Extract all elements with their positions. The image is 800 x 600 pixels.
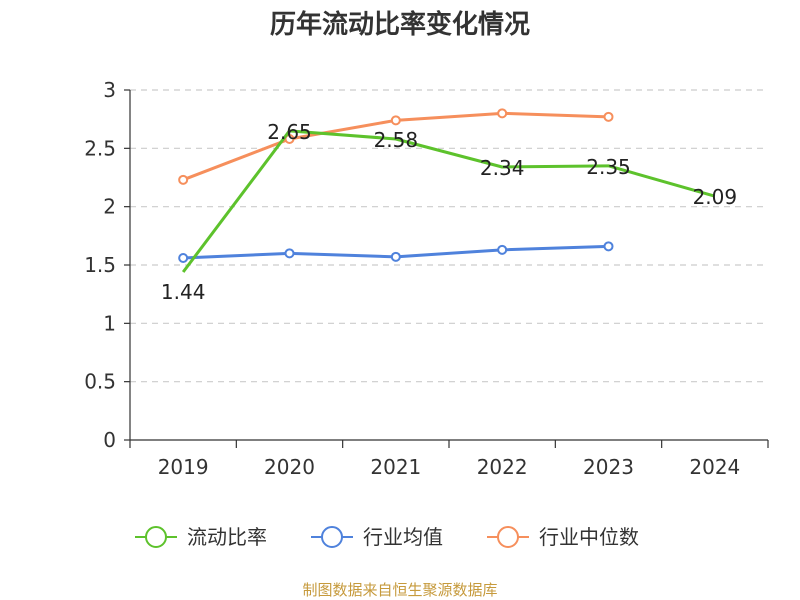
data-point[interactable] <box>178 253 189 263</box>
data-point[interactable] <box>497 244 508 255</box>
grid <box>130 89 768 383</box>
x-tick-label: 2024 <box>689 455 740 479</box>
legend-label: 流动比率 <box>187 525 267 549</box>
legend-marker <box>497 526 519 548</box>
x-tick-label: 2019 <box>158 455 209 479</box>
y-tick-label: 2 <box>103 195 116 219</box>
data-point[interactable] <box>390 115 401 126</box>
data-label: 2.34 <box>480 156 525 180</box>
y-tick-label: 1.5 <box>84 253 116 277</box>
y-tick-label: 0.5 <box>84 370 116 394</box>
chart-title: 历年流动比率变化情况 <box>270 9 530 40</box>
x-tick-label: 2022 <box>477 455 528 479</box>
data-label: 1.44 <box>161 280 206 304</box>
legend-item[interactable]: 行业均值 <box>311 525 443 549</box>
legend-item[interactable]: 行业中位数 <box>487 525 639 549</box>
legend[interactable]: 流动比率 行业均值 行业中位数 <box>135 525 639 549</box>
data-point[interactable] <box>284 134 295 144</box>
data-point[interactable] <box>390 251 401 262</box>
legend-item[interactable]: 流动比率 <box>135 525 267 549</box>
x-tick-label: 2020 <box>264 455 315 479</box>
y-tick-label: 3 <box>103 78 116 102</box>
y-tick-label: 2.5 <box>84 136 116 160</box>
data-labels: 1.44 2.65 2.58 2.34 2.35 2.09 <box>161 120 737 304</box>
y-tick-label: 0 <box>103 428 116 452</box>
data-point[interactable] <box>178 174 189 185</box>
x-tick-label: 2023 <box>583 455 634 479</box>
data-label: 2.09 <box>693 185 738 209</box>
data-point[interactable] <box>603 111 614 122</box>
series-group <box>178 108 716 273</box>
axes: 0 0.5 1 1.5 2 2.5 3 2019 2020 2021 2022 2023 2024 <box>84 78 769 479</box>
legend-label: 行业均值 <box>363 525 443 549</box>
series-line <box>181 129 716 273</box>
source-note: 制图数据来自恒生聚源数据库 <box>302 581 497 599</box>
data-label: 2.35 <box>586 155 631 179</box>
data-point[interactable] <box>284 248 295 259</box>
legend-label: 行业中位数 <box>539 525 639 549</box>
data-point[interactable] <box>603 241 614 252</box>
x-tick-label: 2021 <box>370 455 421 479</box>
legend-marker <box>321 526 343 548</box>
legend-marker <box>145 526 167 548</box>
data-label: 2.58 <box>374 128 419 152</box>
data-label: 2.65 <box>267 120 312 144</box>
y-tick-label: 1 <box>103 311 116 335</box>
data-point[interactable] <box>497 108 508 119</box>
